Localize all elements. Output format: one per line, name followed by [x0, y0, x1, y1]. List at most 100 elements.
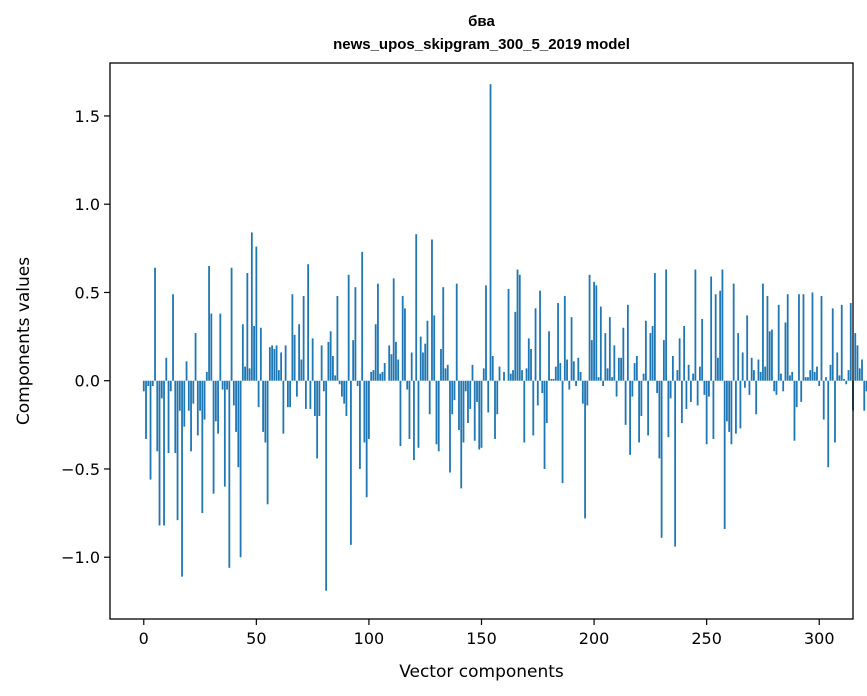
bar — [167, 380, 170, 454]
bar — [570, 317, 573, 381]
bar — [145, 380, 147, 439]
bar — [784, 322, 787, 381]
bar — [262, 380, 264, 432]
bar — [192, 380, 195, 404]
bar — [178, 380, 181, 411]
bar — [422, 352, 424, 381]
bar — [678, 338, 681, 381]
bar — [503, 371, 505, 381]
bar — [399, 380, 402, 447]
bar — [586, 380, 589, 406]
bar — [208, 265, 210, 381]
bar — [381, 371, 384, 381]
bar — [534, 308, 537, 381]
bar — [773, 380, 776, 392]
bar — [572, 361, 575, 381]
bar — [363, 380, 366, 443]
bar — [390, 354, 393, 381]
bar — [370, 371, 373, 381]
bar — [442, 287, 445, 381]
bar — [257, 380, 260, 408]
bar — [710, 276, 713, 381]
bar — [617, 357, 620, 381]
bar — [397, 359, 400, 381]
bar — [253, 326, 255, 381]
bar — [676, 370, 679, 381]
bar — [746, 315, 749, 381]
bar — [854, 333, 857, 381]
bar — [512, 370, 514, 381]
bar — [543, 380, 546, 469]
bar — [629, 380, 631, 455]
bar — [271, 345, 274, 381]
bar — [176, 380, 179, 521]
bar — [831, 308, 834, 381]
bar — [210, 313, 213, 381]
bar — [759, 371, 762, 381]
bar — [480, 380, 483, 448]
bar — [311, 338, 314, 381]
bar — [464, 380, 467, 392]
bar — [417, 380, 420, 448]
bar — [471, 364, 474, 381]
bar — [158, 380, 161, 526]
bar — [795, 380, 798, 408]
plot-frame — [109, 62, 854, 620]
bar — [750, 357, 753, 381]
bar — [523, 380, 526, 443]
bar — [404, 308, 406, 381]
bar — [255, 246, 258, 381]
bar — [626, 304, 629, 381]
bar — [827, 380, 830, 468]
bar — [530, 348, 532, 381]
bar — [608, 317, 611, 381]
bar — [347, 274, 350, 381]
bar — [825, 377, 827, 381]
bar — [584, 380, 586, 519]
bar — [579, 371, 582, 381]
bar — [509, 373, 512, 381]
bar — [154, 267, 156, 381]
bar — [413, 380, 415, 461]
bar — [728, 380, 731, 432]
bar — [309, 380, 312, 409]
bar — [250, 232, 253, 381]
bar — [777, 304, 780, 381]
bar — [701, 318, 704, 381]
y-tick-label: 0.5 — [75, 283, 100, 302]
bar — [424, 343, 427, 381]
bar — [780, 373, 782, 381]
bar — [318, 380, 321, 417]
bar — [187, 380, 190, 411]
bar — [165, 357, 168, 381]
bar — [858, 368, 861, 381]
bar — [239, 380, 242, 558]
bar — [809, 370, 812, 381]
bar — [840, 304, 843, 381]
bar — [453, 380, 456, 401]
y-tick-label: 1.5 — [75, 107, 100, 126]
bar — [829, 364, 832, 381]
bar — [426, 320, 429, 381]
bar — [768, 331, 771, 381]
bar — [640, 380, 643, 417]
bar — [674, 380, 677, 547]
bar — [433, 315, 436, 381]
bar — [757, 359, 760, 381]
bar — [545, 380, 548, 424]
bar — [395, 341, 397, 381]
bar — [662, 340, 665, 381]
bar — [737, 333, 740, 381]
bar — [304, 380, 307, 409]
bar — [798, 294, 800, 381]
bar — [264, 380, 267, 443]
bar — [302, 295, 305, 381]
bar — [771, 329, 773, 381]
bar — [190, 380, 192, 452]
bar — [849, 303, 852, 381]
bar — [755, 380, 758, 415]
bar — [557, 303, 559, 381]
bar — [507, 288, 510, 381]
bar — [687, 364, 690, 381]
